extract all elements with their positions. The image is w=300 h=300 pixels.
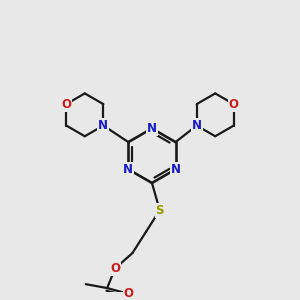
Text: N: N [98, 119, 108, 132]
Text: O: O [110, 262, 120, 275]
Text: O: O [61, 98, 71, 111]
Text: O: O [124, 287, 134, 300]
Text: N: N [170, 163, 181, 176]
Text: O: O [229, 98, 239, 111]
Text: N: N [192, 119, 202, 132]
Text: S: S [155, 204, 164, 217]
Text: N: N [123, 163, 133, 176]
Text: N: N [147, 122, 157, 135]
